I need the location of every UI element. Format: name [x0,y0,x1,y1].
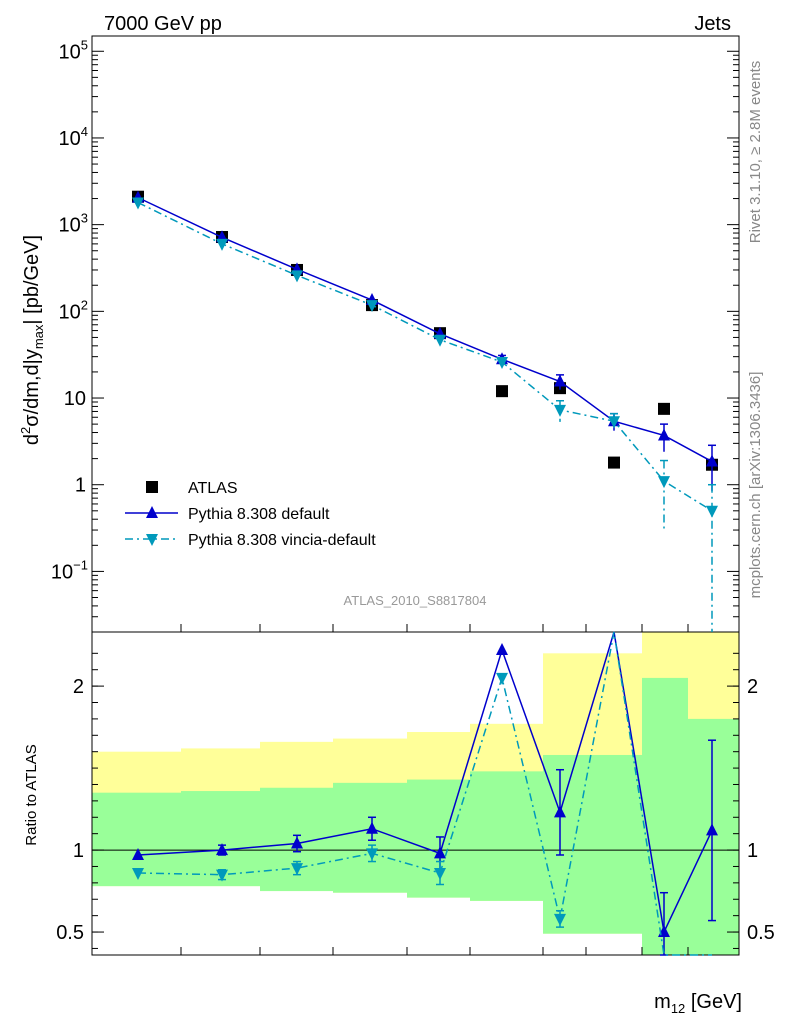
ratio-frame [91,631,740,956]
series-point [216,238,228,251]
tick-label: 105 [59,37,88,63]
series-point [132,197,144,210]
ratio-y-axis-label: Ratio to ATLAS [23,744,40,845]
ratio-point [216,869,228,882]
header-right: Jets [694,13,731,35]
main-series [132,190,718,632]
analysis-id: ATLAS_2010_S8817804 [344,593,487,608]
ratio-y-ticks: 0.5 0.5 1 1 2 2 [56,652,775,949]
ratio-point [291,836,303,849]
ratio-point [366,848,378,861]
ratio-point [434,846,446,859]
series-point [706,454,718,467]
green-band [586,754,642,934]
header-left: 7000 GeV pp [104,13,222,35]
side-label-top: Rivet 3.1.10, ≥ 2.8M events [747,61,764,244]
series-point [291,270,303,283]
ratio-tick-label-right: 2 [747,676,758,698]
legend: ATLAS Pythia 8.308 default Pythia 8.308 vi… [125,480,376,549]
ratio-point [706,823,718,836]
ratio-point [434,868,446,881]
legend-label: Pythia 8.308 default [188,506,330,523]
series-point [658,428,670,441]
plot-frames [91,35,740,956]
legend-label: Pythia 8.308 vincia-default [188,532,376,549]
series-line [137,196,713,463]
ratio-point [132,868,144,881]
ratio-tick-label-right: 0.5 [747,922,775,944]
series-point [554,404,566,417]
ratio-point [216,843,228,856]
ratio-tick-label-right: 1 [747,840,758,862]
side-label-bottom: mcplots.cern.ch [arXiv:1306.3436] [747,372,764,599]
ratio-point [132,847,144,860]
ratio-point [554,805,566,818]
ratio-tick-label-left: 2 [73,676,84,698]
series-point [658,476,670,489]
series-point [554,374,566,387]
green-band [688,718,739,955]
series-point [366,300,378,313]
ratio-uncertainty-bands [92,632,739,955]
ratio-series [132,631,718,956]
tick-label: 102 [59,297,88,323]
x-ticks [180,624,689,955]
atlas-point [608,456,620,469]
ratio-line [137,631,713,935]
series-line [137,201,713,512]
ratio-point [496,643,508,656]
ratio-point [496,672,508,685]
x-axis-label: m12 [GeV] [654,991,742,1016]
main-y-axis-label: d2σ/dm,d|ymax| [pb/GeV] [18,235,46,445]
series-point [706,505,718,518]
legend-marker [146,481,158,493]
green-band [470,771,543,901]
series-point [434,334,446,347]
ratio-tick-label-left: 0.5 [56,922,84,944]
series-point [496,357,508,370]
green-band [333,782,407,893]
tick-label: 103 [59,211,88,237]
tick-label: 104 [59,124,88,150]
ratio-point [554,913,566,926]
tick-label: 1 [75,475,86,497]
legend-marker [146,534,158,546]
tick-label: 10 [64,388,86,410]
atlas-point [658,402,670,415]
legend-label: ATLAS [188,480,238,497]
atlas-point [496,385,508,398]
ratio-point [366,821,378,834]
green-band [407,779,470,898]
ratio-line [137,631,712,956]
legend-marker [146,506,158,518]
ratio-tick-label-left: 1 [73,840,84,862]
series-point [608,416,620,429]
green-band [642,677,688,955]
tick-label: 10−1 [51,557,88,583]
ratio-point [291,863,303,876]
